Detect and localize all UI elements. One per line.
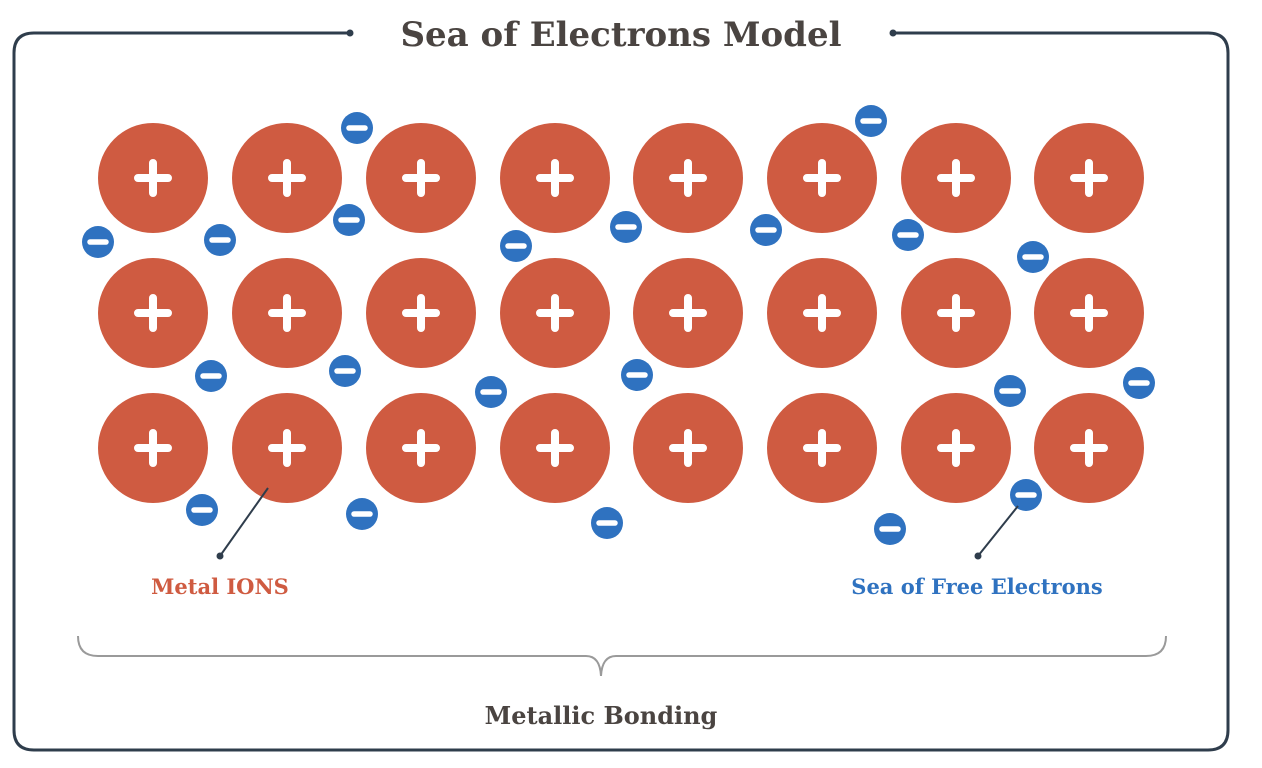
- plus-sign-icon: [536, 429, 574, 467]
- free-electron: [1123, 367, 1155, 399]
- plus-sign-icon: [402, 159, 440, 197]
- metal-ions-leader-dot: [216, 552, 224, 560]
- free-electron: [994, 375, 1026, 407]
- metal-ion: [366, 258, 476, 368]
- free-electron: [1010, 479, 1042, 511]
- plus-sign-icon: [937, 429, 975, 467]
- metal-ion: [633, 123, 743, 233]
- metal-ion: [500, 123, 610, 233]
- metal-ion: [98, 258, 208, 368]
- metallic-bonding-label: Metallic Bonding: [485, 701, 718, 730]
- free-electron: [591, 507, 623, 539]
- frame-border-left: [12, 31, 1230, 752]
- plus-sign-icon: [402, 429, 440, 467]
- metal-ion: [901, 258, 1011, 368]
- electrons-leader-dot: [974, 552, 982, 560]
- plus-sign-icon: [268, 159, 306, 197]
- free-electron: [329, 355, 361, 387]
- free-electrons-label: Sea of Free Electrons: [851, 574, 1102, 599]
- free-electron: [610, 211, 642, 243]
- metal-ion: [1034, 123, 1144, 233]
- metal-ion: [767, 123, 877, 233]
- plus-sign-icon: [803, 294, 841, 332]
- metal-ion: [901, 393, 1011, 503]
- metal-ion: [98, 123, 208, 233]
- free-electrons: [82, 105, 1155, 545]
- free-electron: [750, 214, 782, 246]
- plus-sign-icon: [1070, 294, 1108, 332]
- free-electron: [475, 376, 507, 408]
- plus-sign-icon: [536, 159, 574, 197]
- plus-sign-icon: [134, 429, 172, 467]
- plus-sign-icon: [937, 294, 975, 332]
- metal-ion: [1034, 393, 1144, 503]
- plus-sign-icon: [1070, 429, 1108, 467]
- diagram-title: Sea of Electrons Model: [401, 15, 842, 55]
- metal-ion: [767, 258, 877, 368]
- electrons-leader-line: [977, 505, 1019, 557]
- metal-ion: [633, 393, 743, 503]
- metal-ion: [901, 123, 1011, 233]
- plus-sign-icon: [1070, 159, 1108, 197]
- metal-ion: [232, 393, 342, 503]
- plus-sign-icon: [268, 294, 306, 332]
- plus-sign-icon: [134, 294, 172, 332]
- metal-ion: [232, 258, 342, 368]
- frame-title-dot-left: [346, 29, 354, 37]
- metal-ion: [232, 123, 342, 233]
- metal-ion: [500, 393, 610, 503]
- free-electron: [874, 513, 906, 545]
- free-electron: [333, 204, 365, 236]
- metal-ion: [500, 258, 610, 368]
- plus-sign-icon: [937, 159, 975, 197]
- plus-sign-icon: [803, 159, 841, 197]
- frame-title-dot-right: [889, 29, 897, 37]
- bonding-brace: [77, 635, 1167, 677]
- free-electron: [1017, 241, 1049, 273]
- free-electron: [892, 219, 924, 251]
- metal-ion: [98, 393, 208, 503]
- free-electron: [186, 494, 218, 526]
- plus-sign-icon: [268, 429, 306, 467]
- plus-sign-icon: [669, 294, 707, 332]
- plus-sign-icon: [134, 159, 172, 197]
- plus-sign-icon: [669, 159, 707, 197]
- free-electron: [195, 360, 227, 392]
- plus-sign-icon: [402, 294, 440, 332]
- metal-ion-lattice: [98, 123, 1144, 503]
- metal-ion: [366, 393, 476, 503]
- plus-sign-icon: [536, 294, 574, 332]
- metal-ion: [1034, 258, 1144, 368]
- metal-ions-label: Metal IONS: [151, 574, 289, 599]
- free-electron: [204, 224, 236, 256]
- metal-ions-leader-line: [219, 487, 269, 557]
- metal-ion: [366, 123, 476, 233]
- metal-ion: [767, 393, 877, 503]
- plus-sign-icon: [669, 429, 707, 467]
- free-electron: [855, 105, 887, 137]
- free-electron: [621, 359, 653, 391]
- metal-ion: [633, 258, 743, 368]
- free-electron: [346, 498, 378, 530]
- free-electron: [82, 226, 114, 258]
- plus-sign-icon: [803, 429, 841, 467]
- free-electron: [341, 112, 373, 144]
- free-electron: [500, 230, 532, 262]
